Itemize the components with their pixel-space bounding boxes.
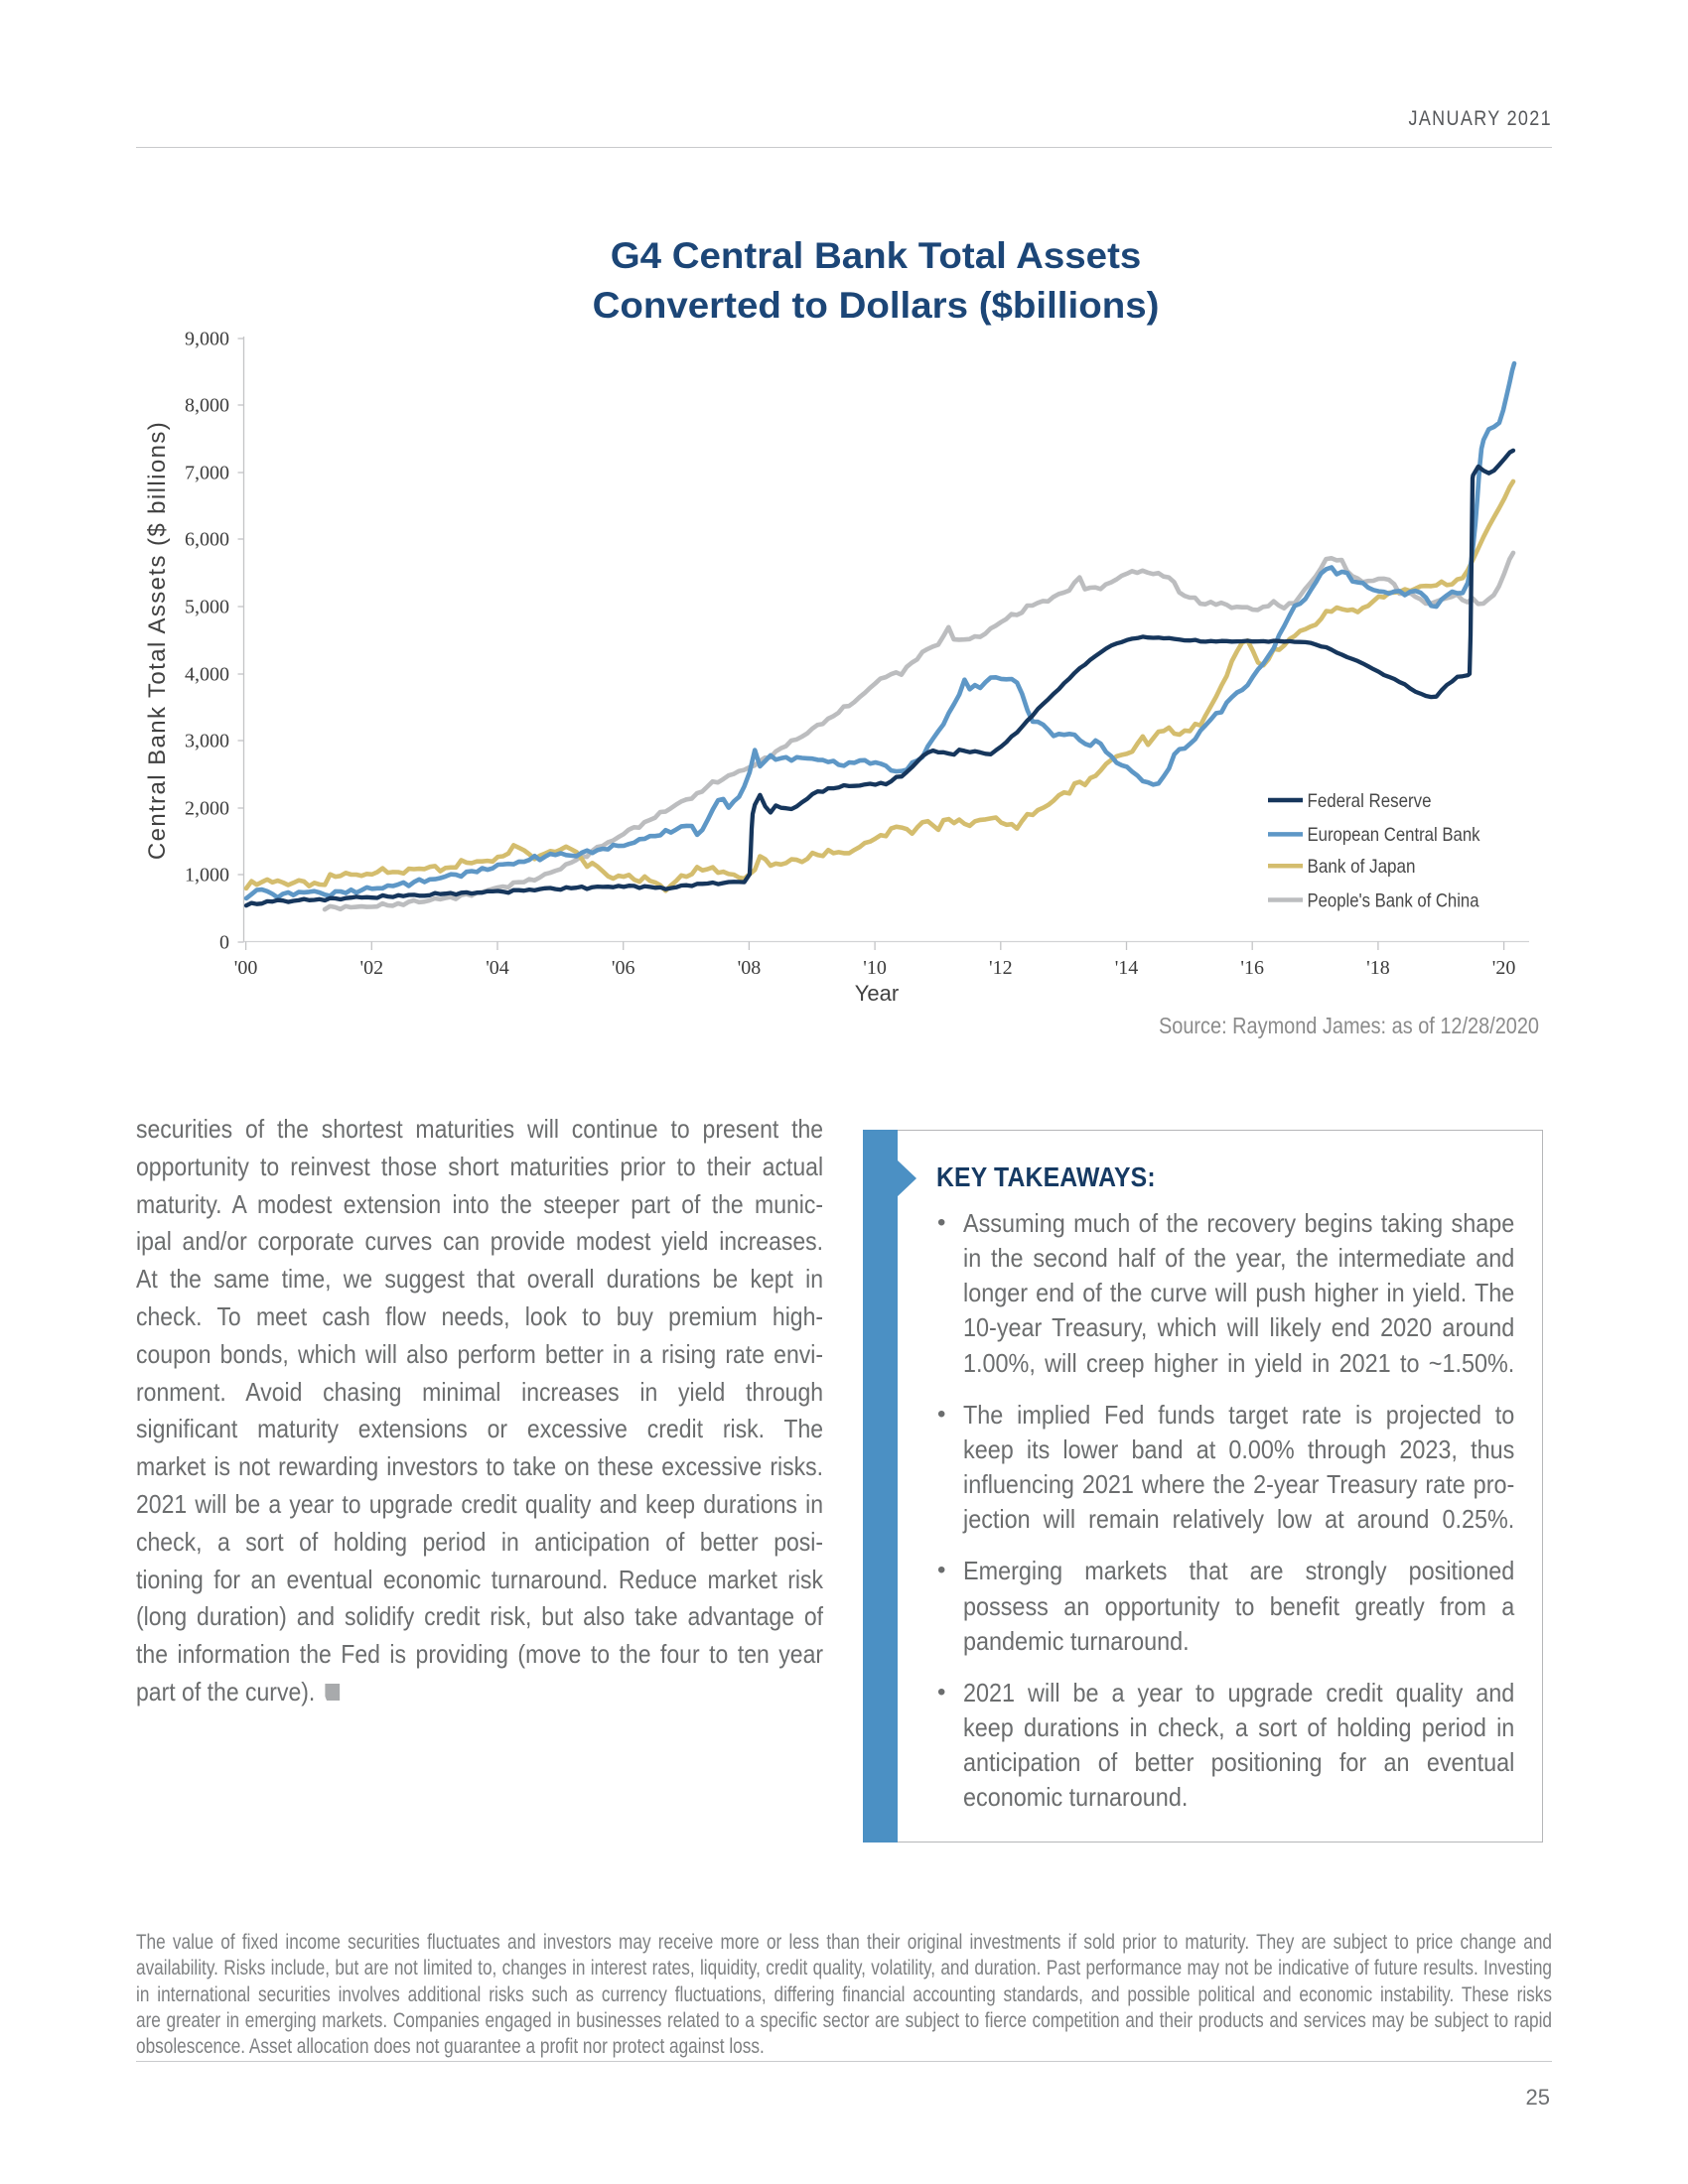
svg-text:9,000: 9,000: [185, 329, 229, 350]
svg-text:'16: '16: [1240, 957, 1264, 979]
svg-text:5,000: 5,000: [185, 597, 229, 618]
svg-text:'12: '12: [989, 957, 1013, 979]
svg-text:3,000: 3,000: [185, 731, 229, 752]
svg-text:6,000: 6,000: [185, 529, 229, 551]
svg-text:1,000: 1,000: [185, 865, 229, 887]
svg-text:4,000: 4,000: [185, 664, 229, 686]
svg-text:Year: Year: [855, 981, 899, 1006]
svg-text:European Central Bank: European Central Bank: [1308, 824, 1480, 846]
svg-text:Bank of Japan: Bank of Japan: [1308, 856, 1416, 878]
svg-text:'10: '10: [863, 957, 887, 979]
svg-text:0: 0: [219, 932, 229, 954]
svg-text:7,000: 7,000: [185, 463, 229, 484]
svg-text:Federal Reserve: Federal Reserve: [1308, 790, 1432, 812]
svg-text:2,000: 2,000: [185, 798, 229, 820]
svg-text:'00: '00: [234, 957, 258, 979]
svg-text:8,000: 8,000: [185, 395, 229, 417]
svg-text:'08: '08: [738, 957, 762, 979]
svg-text:People's Bank of China: People's Bank of China: [1308, 889, 1479, 911]
svg-text:'14: '14: [1115, 957, 1139, 979]
svg-text:'18: '18: [1366, 957, 1390, 979]
svg-text:'06: '06: [612, 957, 635, 979]
svg-text:'02: '02: [359, 957, 383, 979]
svg-text:Central Bank Total Assets ($ b: Central Bank Total Assets ($ billions): [144, 421, 171, 860]
svg-text:'04: '04: [486, 957, 509, 979]
svg-text:'20: '20: [1492, 957, 1516, 979]
svg-text:Source: Raymond James: as of 1: Source: Raymond James: as of 12/28/2020: [1159, 1013, 1539, 1038]
